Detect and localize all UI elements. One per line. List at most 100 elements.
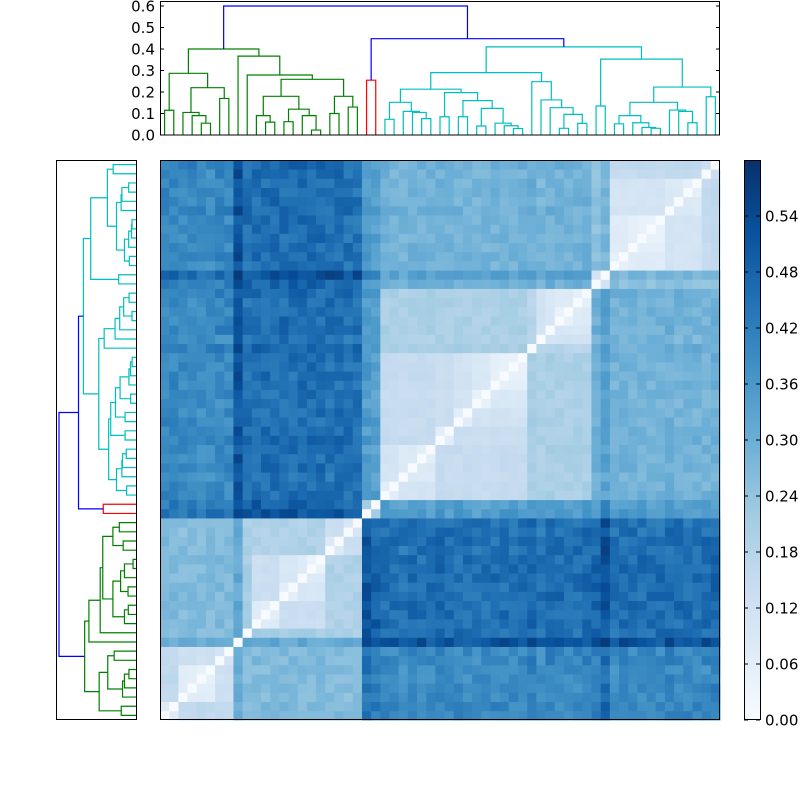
heatmap-cell xyxy=(508,325,519,335)
heatmap-cell xyxy=(187,352,198,363)
heatmap-cell xyxy=(215,710,225,721)
heatmap-cell xyxy=(637,527,647,537)
heatmap-cell xyxy=(518,297,528,308)
heatmap-cell xyxy=(637,600,647,611)
heatmap-cell xyxy=(288,683,299,693)
heatmap-cell xyxy=(481,508,491,519)
heatmap-cell xyxy=(205,518,216,528)
heatmap-cell xyxy=(417,628,427,638)
heatmap-cell xyxy=(518,187,528,198)
heatmap-cell xyxy=(563,205,574,216)
heatmap-cell xyxy=(453,508,464,519)
heatmap-cell xyxy=(160,518,170,528)
heatmap-cell xyxy=(573,554,583,565)
heatmap-cell xyxy=(389,435,400,445)
heatmap-cell xyxy=(343,334,354,345)
heatmap-cell xyxy=(462,655,473,666)
heatmap-cell xyxy=(701,242,712,253)
heatmap-cell xyxy=(325,279,335,289)
heatmap-cell xyxy=(178,573,188,583)
heatmap-cell xyxy=(334,297,345,308)
heatmap-cell xyxy=(260,637,271,647)
heatmap-cell xyxy=(701,297,712,308)
heatmap-cell xyxy=(251,233,262,244)
heatmap-cell xyxy=(178,637,188,647)
heatmap-cell xyxy=(683,600,693,611)
heatmap-cell xyxy=(251,664,262,675)
heatmap-cell xyxy=(279,637,289,647)
heatmap-cell xyxy=(187,582,198,592)
heatmap-cell xyxy=(196,160,207,170)
heatmap-cell xyxy=(518,664,528,675)
heatmap-cell xyxy=(545,389,556,400)
heatmap-cell xyxy=(316,710,326,721)
heatmap-cell xyxy=(563,490,574,501)
heatmap-cell xyxy=(224,674,234,684)
heatmap-cell xyxy=(701,407,712,418)
heatmap-cell xyxy=(417,435,427,445)
heatmap-cell xyxy=(545,196,556,207)
heatmap-cell xyxy=(674,692,684,703)
heatmap-cell xyxy=(600,518,611,528)
heatmap-cell xyxy=(619,251,629,262)
heatmap-cell xyxy=(407,251,418,262)
dendrogram-link xyxy=(121,453,136,469)
heatmap-cell xyxy=(270,710,280,721)
heatmap-cell xyxy=(426,389,436,400)
heatmap-cell xyxy=(545,325,556,335)
heatmap-cell xyxy=(545,215,556,225)
heatmap-cell xyxy=(655,462,666,473)
heatmap-cell xyxy=(426,325,436,335)
heatmap-cell xyxy=(352,545,363,556)
heatmap-cell xyxy=(609,435,620,445)
heatmap-cell xyxy=(215,655,225,666)
heatmap-cell xyxy=(628,554,638,565)
heatmap-cell xyxy=(710,389,721,400)
heatmap-cell xyxy=(462,609,473,620)
heatmap-cell xyxy=(619,628,629,638)
heatmap-cell xyxy=(619,361,629,372)
heatmap-cell xyxy=(361,417,372,427)
heatmap-cell xyxy=(178,481,188,491)
heatmap-cell xyxy=(499,233,510,244)
heatmap-cell xyxy=(407,472,418,482)
heatmap-cell xyxy=(536,426,546,436)
heatmap-cell xyxy=(591,591,602,602)
heatmap-cell xyxy=(306,536,317,546)
heatmap-cell xyxy=(233,224,244,234)
heatmap-cell xyxy=(628,701,638,712)
heatmap-cell xyxy=(334,251,345,262)
heatmap-cell xyxy=(178,683,188,693)
heatmap-cell xyxy=(398,270,409,280)
heatmap-cell xyxy=(527,196,537,207)
heatmap-cell xyxy=(325,187,335,198)
heatmap-cell xyxy=(306,646,317,657)
heatmap-cell xyxy=(306,444,317,455)
heatmap-cell xyxy=(664,637,675,647)
heatmap-cell xyxy=(260,160,271,170)
heatmap-cell xyxy=(270,435,280,445)
heatmap-cell xyxy=(352,609,363,620)
heatmap-cell xyxy=(674,462,684,473)
heatmap-cell xyxy=(352,536,363,546)
heatmap-cell xyxy=(591,371,602,381)
heatmap-cell xyxy=(536,242,546,253)
heatmap-cell xyxy=(426,472,436,482)
heatmap-cell xyxy=(325,160,335,170)
heatmap-cell xyxy=(205,187,216,198)
heatmap-cell xyxy=(628,270,638,280)
heatmap-cell xyxy=(224,389,234,400)
heatmap-cell xyxy=(646,710,657,721)
heatmap-cell xyxy=(407,591,418,602)
heatmap-cell xyxy=(306,435,317,445)
heatmap-cell xyxy=(160,444,170,455)
heatmap-cell xyxy=(637,490,647,501)
heatmap-cell xyxy=(242,361,253,372)
heatmap-cell xyxy=(628,417,638,427)
heatmap-cell xyxy=(637,545,647,556)
heatmap-cell xyxy=(637,389,647,400)
heatmap-cell xyxy=(664,169,675,179)
heatmap-cell xyxy=(417,573,427,583)
heatmap-cell xyxy=(233,306,244,317)
heatmap-cell xyxy=(426,343,436,354)
